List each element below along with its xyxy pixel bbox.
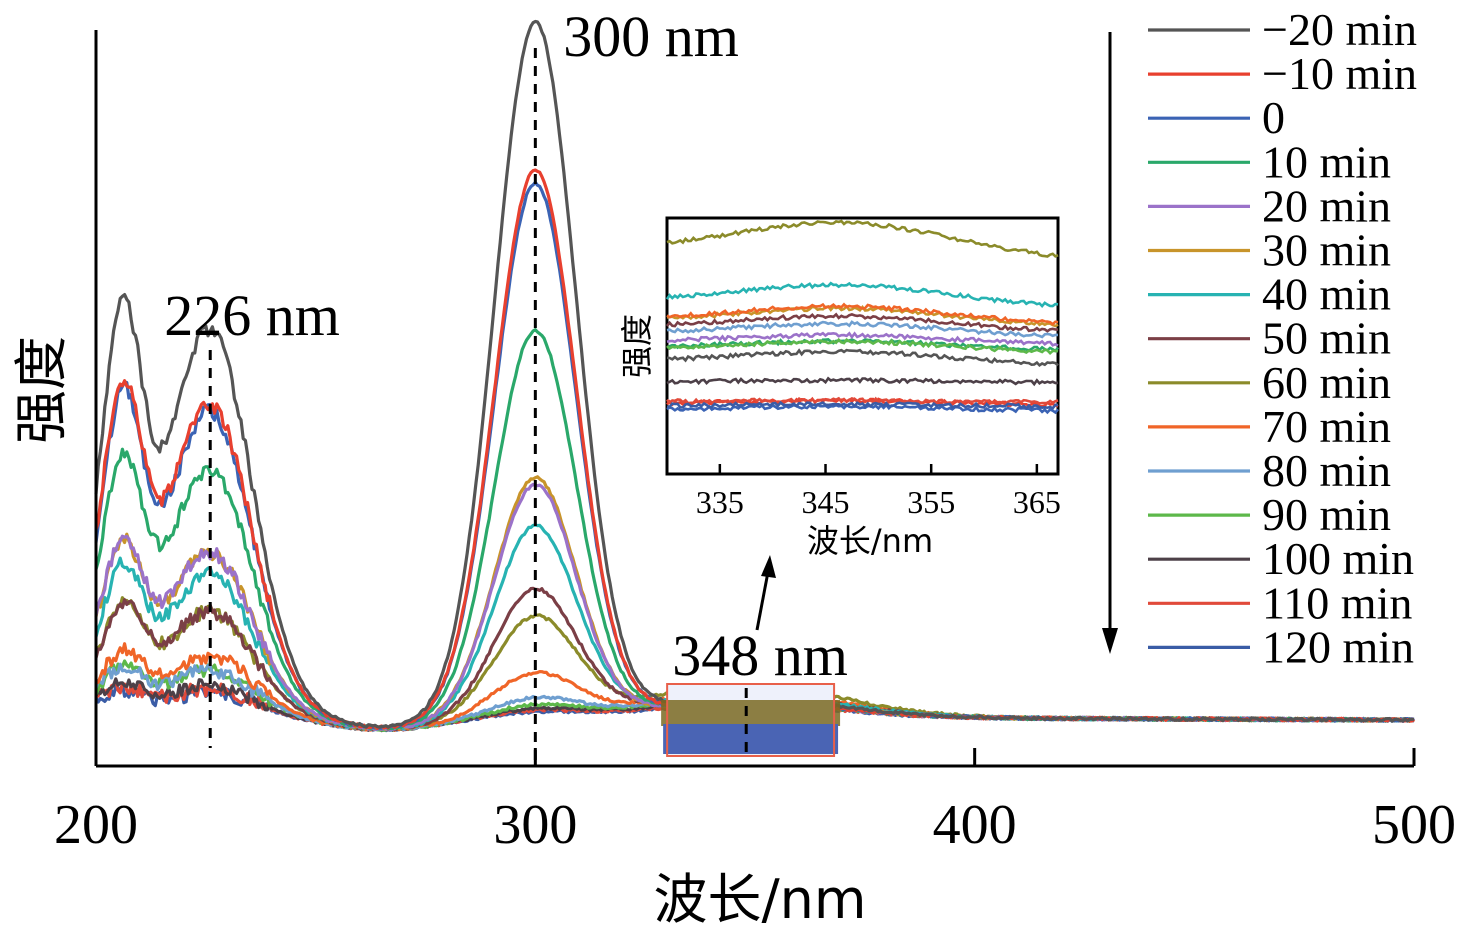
- highlight-outline: [666, 683, 836, 757]
- inset-x-tick-label: 335: [696, 484, 744, 520]
- inset-pointer-arrow: [755, 555, 776, 631]
- inset-series-line: [666, 219, 1059, 258]
- x-tick-label: 500: [1372, 794, 1456, 856]
- legend-label: 0: [1262, 92, 1285, 143]
- x-tick-label: 400: [933, 794, 1017, 856]
- inset-series-line: [666, 320, 1058, 339]
- annotation-300nm: 300 nm: [563, 4, 739, 69]
- inset-chart: 335 345 355 365 波长/nm 强度: [618, 216, 1061, 560]
- inset-x-tick-label: 365: [1013, 484, 1061, 520]
- x-tick-label: 300: [493, 794, 577, 856]
- highlight-region: [661, 683, 841, 757]
- legend-label: 40 min: [1262, 269, 1391, 320]
- legend-label: 70 min: [1262, 401, 1391, 452]
- inset-series-line: [665, 312, 1059, 333]
- legend-label: 90 min: [1262, 489, 1391, 540]
- inset-series-line: [666, 403, 1060, 415]
- inset-series-line: [666, 331, 1059, 347]
- legend-label: 50 min: [1262, 313, 1391, 364]
- inset-series-line: [666, 376, 1059, 387]
- time-direction-arrow: [1102, 32, 1118, 654]
- inset-series-line: [665, 281, 1059, 309]
- inset-series-line: [666, 400, 1059, 410]
- legend-label: 20 min: [1262, 180, 1391, 231]
- annotation-348nm: 348 nm: [672, 623, 848, 688]
- legend-label: −20 min: [1262, 4, 1417, 55]
- peak-guide-lines: [208, 48, 748, 766]
- inset-x-axis-title: 波长/nm: [807, 522, 933, 560]
- legend-label: −10 min: [1262, 48, 1417, 99]
- legend-label: 10 min: [1262, 136, 1391, 187]
- highlight-band-top: [661, 700, 841, 726]
- legend-label: 110 min: [1262, 577, 1412, 628]
- inset-x-tick-label: 345: [802, 484, 850, 520]
- legend-label: 80 min: [1262, 445, 1391, 496]
- inset-y-axis-title: 强度: [618, 314, 656, 378]
- legend-label: 60 min: [1262, 357, 1391, 408]
- highlight-band-bottom: [663, 724, 839, 754]
- inset-series-line: [666, 337, 1059, 355]
- legend-label: 30 min: [1262, 225, 1391, 276]
- inset-series-line: [666, 348, 1059, 367]
- inset-x-ticks: 335 345 355 365: [696, 464, 1061, 520]
- y-axis-title: 强度: [10, 336, 73, 444]
- x-axis-title: 波长/nm: [653, 868, 866, 931]
- legend-label: 120 min: [1262, 621, 1414, 672]
- inset-series-line: [666, 396, 1059, 406]
- x-tick-label: 200: [54, 794, 138, 856]
- legend-label: 100 min: [1262, 533, 1414, 584]
- annotation-226nm: 226 nm: [164, 283, 340, 348]
- inset-series-lines: [665, 219, 1060, 415]
- inset-x-tick-label: 355: [907, 484, 955, 520]
- inset-series-line: [666, 302, 1059, 326]
- x-ticks: 200 300 400 500: [54, 748, 1456, 856]
